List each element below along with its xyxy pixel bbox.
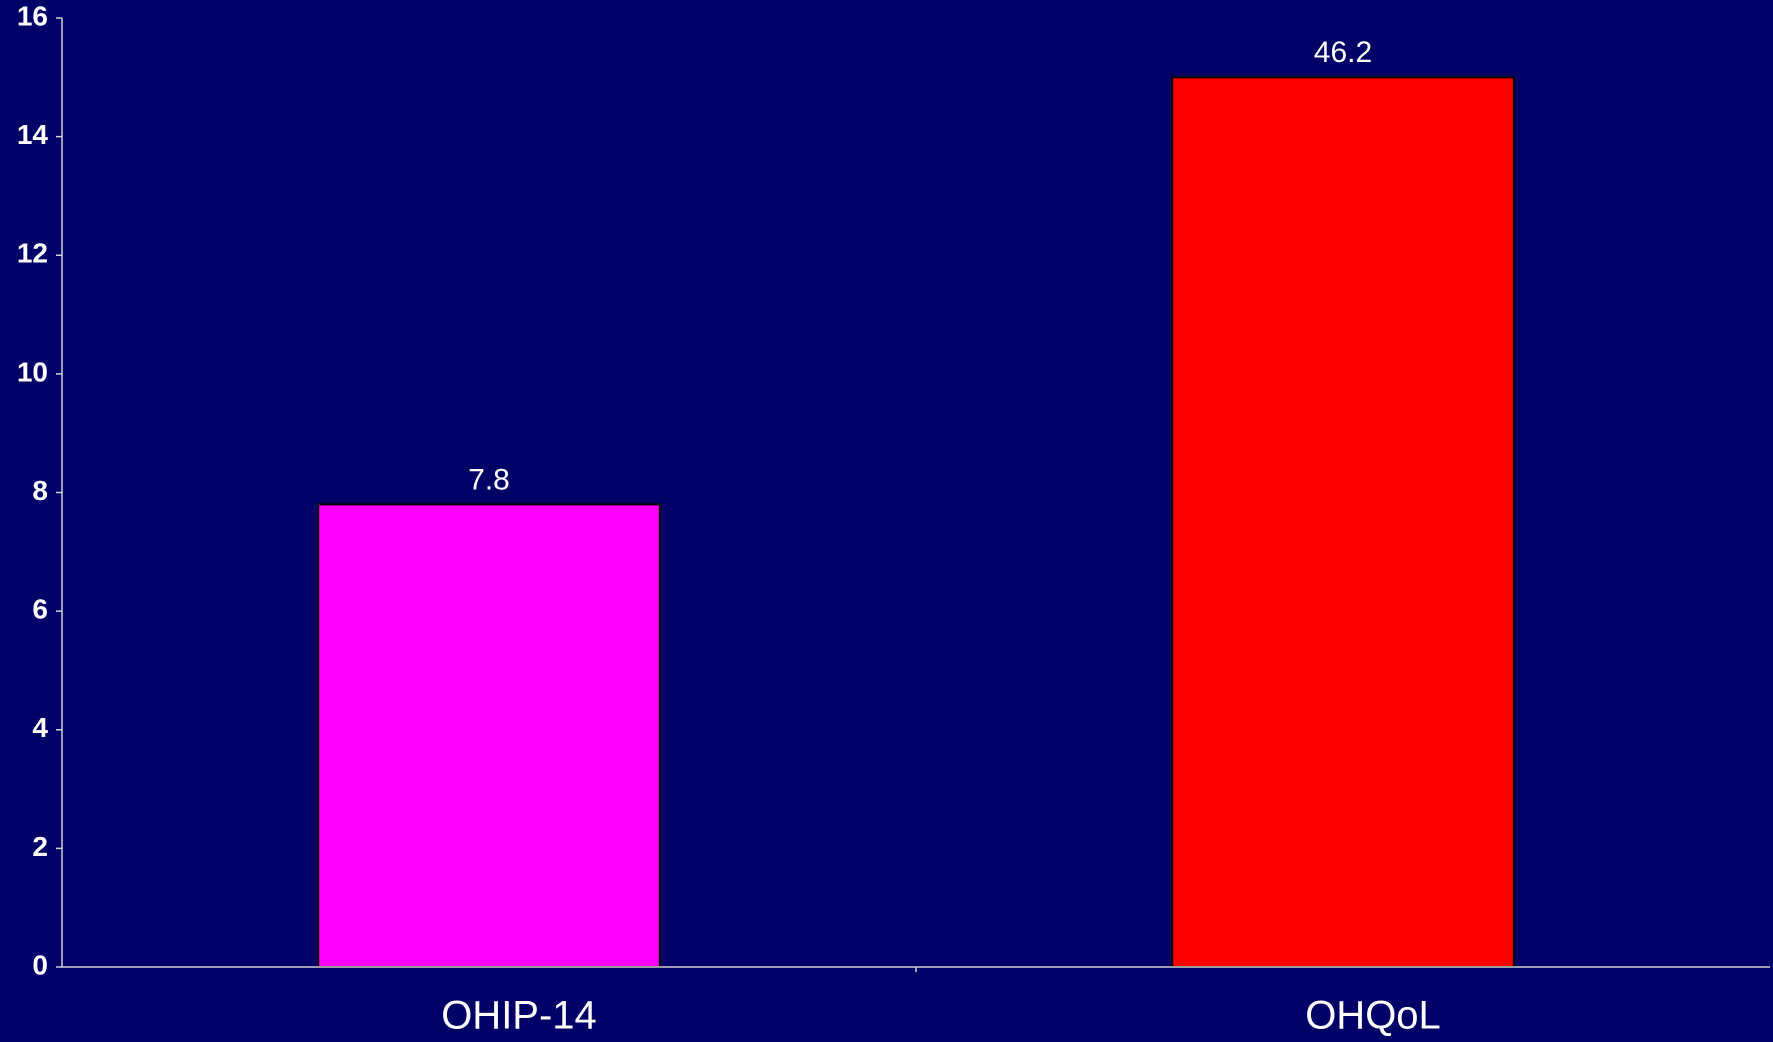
y-tick-label: 12 xyxy=(17,238,48,269)
y-tick-label: 8 xyxy=(32,475,48,506)
y-tick-label: 2 xyxy=(32,831,48,862)
value-label: 46.2 xyxy=(1314,36,1372,69)
y-tick-label: 14 xyxy=(17,119,49,150)
y-tick-label: 6 xyxy=(32,594,48,625)
x-tick-label: OHIP-14 xyxy=(441,994,597,1038)
bar xyxy=(1171,76,1515,968)
bar xyxy=(317,503,661,968)
x-tick-label: OHQoL xyxy=(1305,994,1441,1038)
y-tick-label: 4 xyxy=(32,712,48,743)
y-tick-label: 16 xyxy=(17,0,48,31)
y-tick-label: 0 xyxy=(32,949,48,980)
y-tick-label: 10 xyxy=(17,356,48,387)
value-label: 7.8 xyxy=(468,463,510,496)
